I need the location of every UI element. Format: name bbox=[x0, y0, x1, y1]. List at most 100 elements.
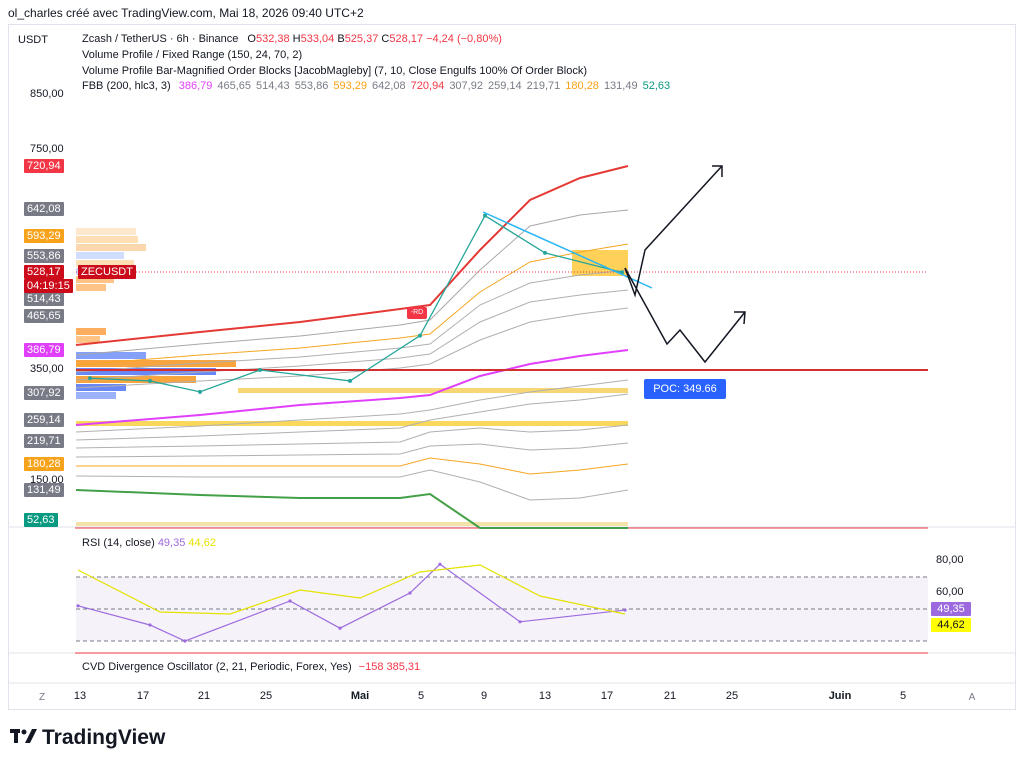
rsi-axis-label: 60,00 bbox=[936, 586, 964, 598]
current-ticker-tag: ZECUSDT bbox=[78, 265, 136, 279]
price-level-tag: 553,86 bbox=[24, 249, 64, 263]
fbb-value: 642,08 bbox=[372, 80, 406, 92]
fbb-value: 307,92 bbox=[449, 80, 483, 92]
rsi-value: 49,35 bbox=[157, 537, 186, 549]
tradingview-logo: TradingView bbox=[10, 726, 165, 750]
volume-profile-bar bbox=[76, 376, 196, 383]
fbb-value: 180,28 bbox=[565, 80, 599, 92]
price-point bbox=[543, 250, 547, 255]
time-axis-tick: 5 bbox=[899, 690, 907, 702]
price-point bbox=[348, 378, 352, 383]
rsi-ma-tag: 44,62 bbox=[931, 618, 971, 632]
indicator-fbb[interactable]: FBB (200, hlc3, 3) 386,79 465,65 514,43 553… bbox=[82, 80, 670, 92]
cvd-value: −158 385,31 bbox=[358, 661, 421, 673]
ohlc-change: −4,24 (−0,80%) bbox=[426, 33, 502, 45]
rsi-point bbox=[408, 591, 412, 595]
price-level-tag: 465,65 bbox=[24, 309, 64, 323]
rsi-point bbox=[76, 604, 80, 608]
ohlc-low: 525,37 bbox=[344, 33, 379, 45]
price-axis-label: 350,00 bbox=[30, 363, 64, 375]
fbb-value: 219,71 bbox=[526, 80, 561, 92]
fbb-upper-a bbox=[75, 269, 629, 373]
price-level-tag: 52,63 bbox=[24, 513, 58, 527]
fbb-lower-3 bbox=[75, 424, 629, 449]
scroll-left-button[interactable]: Z bbox=[38, 692, 46, 703]
volume-profile-bar bbox=[76, 368, 216, 375]
currency-label: USDT bbox=[18, 34, 48, 46]
ohlc-low-label: B bbox=[337, 33, 345, 45]
fbb-lower-7 bbox=[75, 489, 628, 529]
rsi-value-tag: 49,35 bbox=[931, 602, 971, 616]
fbb-upper-3 bbox=[75, 165, 629, 346]
rsi-point bbox=[288, 599, 292, 603]
fbb-lower-5 bbox=[76, 457, 629, 475]
time-axis-tick: 17 bbox=[600, 690, 614, 702]
fbb-name: FBB (200, hlc3, 3) bbox=[82, 80, 171, 92]
fbb-lower-4 bbox=[75, 442, 629, 458]
price-level-tag: 219,71 bbox=[24, 434, 64, 448]
chart-frame bbox=[8, 24, 1016, 710]
rsi-point bbox=[623, 608, 627, 612]
fbb-basis bbox=[75, 349, 629, 426]
price-level-tag: 386,79 bbox=[24, 343, 64, 357]
price-level-tag: 514,43 bbox=[24, 292, 64, 306]
fbb-value: 131,49 bbox=[603, 80, 638, 92]
fbb-lower-1 bbox=[75, 379, 629, 433]
indicator-vp-bar[interactable]: Volume Profile Bar-Magnified Order Block… bbox=[82, 65, 588, 77]
auto-scale-button[interactable]: A bbox=[968, 692, 976, 703]
indicator-vp-fixed[interactable]: Volume Profile / Fixed Range (150, 24, 7… bbox=[82, 49, 303, 61]
price-level-tag: 720,94 bbox=[24, 159, 64, 173]
volume-profile-bar bbox=[76, 284, 106, 291]
price-point bbox=[148, 378, 152, 383]
time-axis-tick: 13 bbox=[73, 690, 87, 702]
fbb-value: 386,79 bbox=[178, 80, 213, 92]
alternate-projection-path bbox=[624, 267, 746, 364]
symbol-title: Zcash / TetherUS · 6h · Binance bbox=[82, 33, 239, 45]
price-level-tag: 180,28 bbox=[24, 457, 64, 471]
fbb-values: 386,79 465,65 514,43 553,86 593,29 642,08 720,… bbox=[174, 80, 670, 92]
price-level-tag: 259,14 bbox=[24, 413, 64, 427]
volume-profile-bar bbox=[76, 328, 106, 335]
bullish-arrowhead bbox=[712, 165, 723, 177]
volume-profile-bar bbox=[76, 392, 116, 399]
rsi-name: RSI (14, close) bbox=[82, 537, 155, 549]
volume-profile-bar bbox=[76, 352, 146, 359]
current-price-value: 528,17 bbox=[27, 266, 61, 278]
cvd-name: CVD Divergence Oscillator (2, 21, Period… bbox=[82, 661, 352, 673]
ohlc-open: 532,38 bbox=[255, 33, 290, 45]
alternate-arrowhead bbox=[734, 311, 746, 325]
poc-label[interactable]: POC: 349.66 bbox=[644, 379, 726, 399]
time-axis-tick: 13 bbox=[538, 690, 552, 702]
chart-attribution: ol_charles créé avec TradingView.com, Ma… bbox=[8, 6, 364, 20]
time-axis-tick: 17 bbox=[136, 690, 150, 702]
fbb-upper-2 bbox=[75, 209, 629, 356]
rsi-point bbox=[148, 623, 152, 627]
fbb-value: 52,63 bbox=[642, 80, 671, 92]
rsi-ma-value: 44,62 bbox=[188, 537, 216, 549]
tradingview-logo-icon bbox=[10, 729, 37, 743]
price-point bbox=[418, 333, 422, 338]
fbb-lower-6 bbox=[75, 469, 629, 501]
price-level-tag: 131,49 bbox=[24, 483, 64, 497]
fbb-upper-1 bbox=[75, 243, 629, 366]
ohlc-close-label: C bbox=[381, 33, 390, 45]
rsi-point bbox=[438, 562, 442, 566]
price-point bbox=[88, 376, 92, 381]
fbb-value: 259,14 bbox=[487, 80, 522, 92]
fbb-value: 514,43 bbox=[256, 80, 290, 92]
volume-profile-bar bbox=[76, 236, 138, 243]
time-axis-tick: 25 bbox=[725, 690, 739, 702]
fbb-value: 593,29 bbox=[333, 80, 367, 92]
current-ticker: ZECUSDT bbox=[81, 266, 133, 278]
rd-divergence-label: -RD bbox=[407, 307, 427, 319]
current-price-tag: 528,17 bbox=[24, 265, 64, 279]
time-axis-tick: 9 bbox=[480, 690, 488, 702]
bullish-projection-path bbox=[624, 165, 723, 298]
bar-countdown: 04:19:15 bbox=[27, 280, 70, 292]
price-point bbox=[258, 368, 262, 372]
trend-line bbox=[482, 211, 653, 289]
rsi-legend[interactable]: RSI (14, close) 49,35 44,62 bbox=[82, 537, 216, 549]
cvd-legend[interactable]: CVD Divergence Oscillator (2, 21, Period… bbox=[82, 661, 420, 673]
order-block-zone bbox=[238, 388, 628, 393]
